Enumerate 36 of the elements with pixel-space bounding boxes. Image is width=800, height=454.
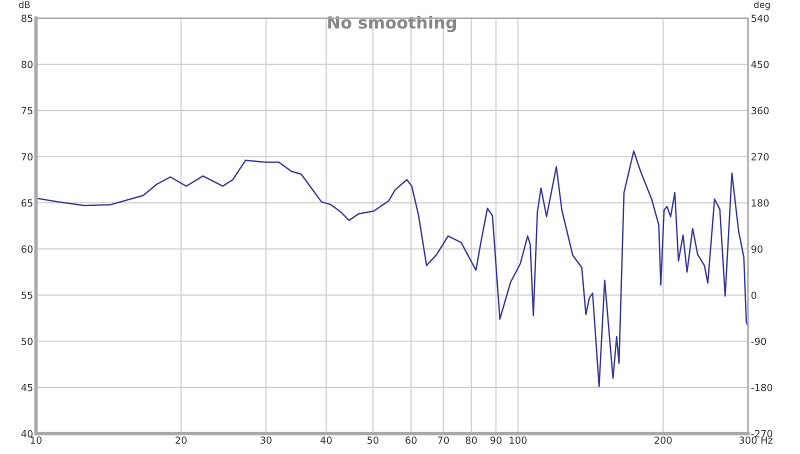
x-tick-label: 60 bbox=[406, 436, 417, 444]
x-tick-label: 10 bbox=[30, 436, 42, 444]
y-axis-title: dB bbox=[19, 1, 30, 8]
y-tick-label: 45 bbox=[21, 384, 32, 392]
x-tick-label: 100 bbox=[510, 436, 527, 444]
y2-axis-title: deg bbox=[754, 1, 770, 10]
y-tick-label: 65 bbox=[22, 199, 32, 207]
y-tick-label: 75 bbox=[22, 107, 32, 114]
y2-tick-label: 270 bbox=[751, 153, 769, 160]
x-tick-label: 90 bbox=[490, 436, 502, 444]
x-tick-label: 300 bbox=[739, 436, 757, 444]
y-tick-label: 50 bbox=[22, 338, 33, 346]
x-tick-label: 30 bbox=[260, 436, 272, 444]
x-axis-title: Hz bbox=[761, 436, 772, 444]
y2-tick-label: -180 bbox=[751, 384, 772, 392]
y2-tick-label: -90 bbox=[751, 338, 766, 346]
y2-tick-label: 540 bbox=[752, 14, 769, 22]
y-tick-label: 70 bbox=[22, 153, 33, 160]
x-tick-label: 20 bbox=[176, 436, 187, 444]
chart-title: No smoothing bbox=[328, 16, 456, 32]
x-tick-label: 40 bbox=[320, 436, 332, 444]
y2-tick-label: 450 bbox=[751, 60, 769, 68]
x-tick-label: 80 bbox=[466, 436, 477, 444]
y2-tick-label: 90 bbox=[751, 245, 763, 253]
y2-tick-label: 180 bbox=[752, 199, 769, 207]
y-tick-label: 80 bbox=[22, 60, 33, 68]
x-tick-label: 70 bbox=[438, 436, 449, 444]
y-tick-label: 60 bbox=[22, 245, 33, 253]
y-tick-label: 85 bbox=[22, 14, 32, 22]
y2-tick-label: 360 bbox=[752, 106, 769, 114]
y-tick-label: 40 bbox=[21, 430, 33, 438]
x-tick-label: 200 bbox=[654, 436, 672, 444]
y-tick-label: 55 bbox=[22, 292, 32, 299]
x-tick-label: 50 bbox=[367, 436, 378, 444]
y2-tick-label: -270 bbox=[751, 430, 772, 438]
y2-tick-label: 0 bbox=[751, 292, 756, 299]
